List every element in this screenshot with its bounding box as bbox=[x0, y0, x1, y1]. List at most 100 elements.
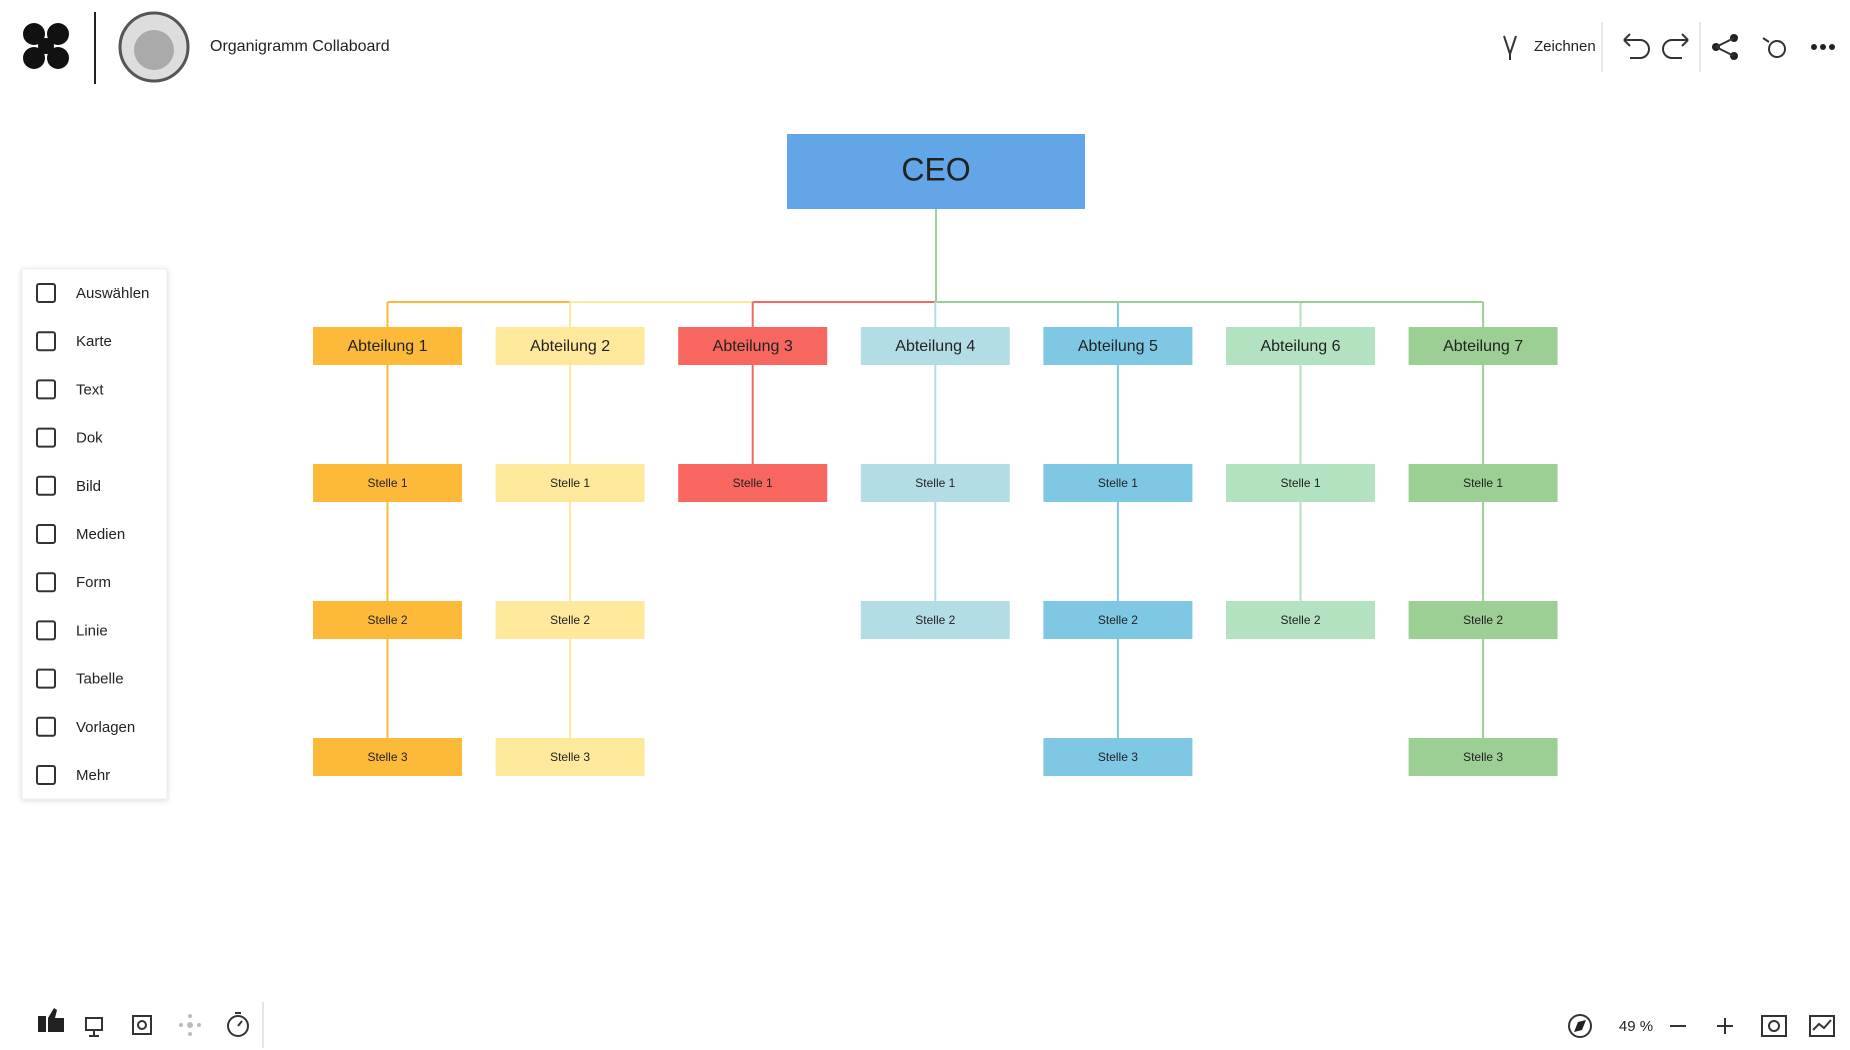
department-card[interactable] bbox=[495, 327, 645, 365]
position-card[interactable] bbox=[860, 464, 1010, 502]
department-card[interactable] bbox=[1226, 327, 1375, 365]
position-card[interactable] bbox=[1226, 601, 1375, 639]
tool-item[interactable]: Dok bbox=[36, 427, 103, 448]
root-card[interactable] bbox=[787, 134, 1085, 209]
tool-list: Auswählen Karte Text Dok Bild Medien Form Linie… bbox=[36, 283, 149, 785]
position-card[interactable] bbox=[313, 464, 462, 502]
follow[interactable] bbox=[132, 1015, 152, 1035]
footer-left bbox=[38, 1002, 264, 1048]
tool-label: Karte bbox=[76, 333, 112, 350]
undo[interactable] bbox=[1623, 33, 1650, 59]
department-card[interactable] bbox=[678, 327, 828, 365]
position-label: Stelle 3 bbox=[367, 750, 407, 764]
avatar[interactable] bbox=[118, 11, 190, 83]
tool-item[interactable]: Mehr bbox=[36, 765, 110, 785]
redo[interactable] bbox=[1662, 33, 1689, 59]
department-label: Abteilung 7 bbox=[1443, 338, 1523, 355]
tool-item[interactable]: Form bbox=[36, 572, 111, 593]
tool-item[interactable]: Linie bbox=[36, 620, 108, 641]
board: CEO Abteilung 1 Stelle 1 Stelle 2 Stelle 3 Ab… bbox=[313, 134, 1558, 776]
position-card[interactable] bbox=[495, 601, 645, 639]
tool-label: Text bbox=[76, 381, 104, 398]
minimap[interactable] bbox=[1809, 1015, 1835, 1037]
tool-panel bbox=[21, 268, 168, 800]
position-label: Stelle 1 bbox=[1280, 476, 1320, 490]
department-card[interactable] bbox=[1043, 327, 1193, 365]
fit-view[interactable] bbox=[1761, 1015, 1787, 1037]
position-card[interactable] bbox=[495, 738, 645, 776]
position-label: Stelle 3 bbox=[1463, 750, 1503, 764]
position-card[interactable] bbox=[678, 464, 828, 502]
root-label: CEO bbox=[901, 151, 970, 187]
department-card[interactable] bbox=[1408, 327, 1558, 365]
tool-label: Dok bbox=[76, 430, 103, 447]
position-card[interactable] bbox=[313, 601, 462, 639]
position-label: Stelle 2 bbox=[1463, 613, 1503, 627]
position-card[interactable] bbox=[313, 738, 462, 776]
tool-label: Tabelle bbox=[76, 671, 124, 688]
department-card[interactable] bbox=[860, 327, 1010, 365]
tool-label: Mehr bbox=[76, 767, 110, 784]
department-label: Abteilung 2 bbox=[530, 338, 610, 355]
position-card[interactable] bbox=[495, 464, 645, 502]
more-menu[interactable] bbox=[1811, 44, 1835, 50]
position-card[interactable] bbox=[1226, 464, 1375, 502]
footer-right: 49 % bbox=[1568, 1014, 1835, 1038]
tool-label: Vorlagen bbox=[76, 719, 135, 736]
tool-icon bbox=[36, 475, 56, 496]
timer[interactable] bbox=[227, 1012, 249, 1037]
tool-item[interactable]: Tabelle bbox=[36, 668, 124, 689]
tool-item[interactable]: Vorlagen bbox=[36, 716, 135, 737]
move[interactable] bbox=[179, 1014, 201, 1036]
tool-icon bbox=[36, 331, 56, 352]
position-card[interactable] bbox=[1043, 601, 1193, 639]
position-card[interactable] bbox=[1043, 464, 1193, 502]
tool-label: Linie bbox=[76, 622, 108, 639]
tool-label: Medien bbox=[76, 526, 125, 543]
tool-label: Form bbox=[76, 574, 111, 591]
tool-item[interactable]: Auswählen bbox=[36, 283, 149, 303]
position-card[interactable] bbox=[1408, 738, 1558, 776]
position-label: Stelle 1 bbox=[733, 476, 773, 490]
tool-icon bbox=[36, 379, 56, 400]
logo[interactable] bbox=[23, 23, 69, 69]
position-card[interactable] bbox=[1408, 464, 1558, 502]
compass[interactable] bbox=[1568, 1014, 1592, 1038]
present[interactable] bbox=[85, 1017, 103, 1037]
share[interactable] bbox=[1712, 34, 1738, 60]
position-card[interactable] bbox=[1408, 601, 1558, 639]
position-label: Stelle 2 bbox=[367, 613, 407, 627]
tool-icon bbox=[36, 765, 56, 785]
tool-icon bbox=[36, 620, 56, 641]
position-label: Stelle 3 bbox=[1098, 750, 1138, 764]
tool-icon bbox=[36, 572, 56, 593]
zoom-level: 49 % bbox=[1619, 1018, 1653, 1035]
tool-item[interactable]: Medien bbox=[36, 524, 125, 544]
zoom-in[interactable] bbox=[1717, 1018, 1733, 1034]
position-label: Stelle 3 bbox=[550, 750, 590, 764]
tool-icon bbox=[36, 668, 56, 689]
board-title: Organigramm Collaboard bbox=[210, 38, 390, 55]
tool-item[interactable]: Karte bbox=[36, 331, 112, 352]
tool-label: Bild bbox=[76, 478, 101, 495]
position-label: Stelle 2 bbox=[1280, 613, 1320, 627]
tool-item[interactable]: Text bbox=[36, 379, 104, 400]
position-label: Stelle 2 bbox=[550, 613, 590, 627]
tool-icon bbox=[36, 427, 56, 448]
department-card[interactable] bbox=[313, 327, 462, 365]
draw-label: Zeichnen bbox=[1534, 38, 1596, 55]
position-label: Stelle 1 bbox=[1098, 476, 1138, 490]
tool-item[interactable]: Bild bbox=[36, 475, 101, 496]
position-card[interactable] bbox=[1043, 738, 1193, 776]
tool-icon bbox=[36, 524, 56, 544]
like[interactable] bbox=[38, 1008, 64, 1032]
position-label: Stelle 2 bbox=[915, 613, 955, 627]
position-label: Stelle 1 bbox=[1463, 476, 1503, 490]
position-card[interactable] bbox=[860, 601, 1010, 639]
department-label: Abteilung 6 bbox=[1260, 338, 1340, 355]
draw-button[interactable]: Zeichnen bbox=[1503, 35, 1596, 60]
participants[interactable] bbox=[1762, 37, 1786, 58]
position-label: Stelle 1 bbox=[367, 476, 407, 490]
tool-label: Auswählen bbox=[76, 285, 149, 302]
